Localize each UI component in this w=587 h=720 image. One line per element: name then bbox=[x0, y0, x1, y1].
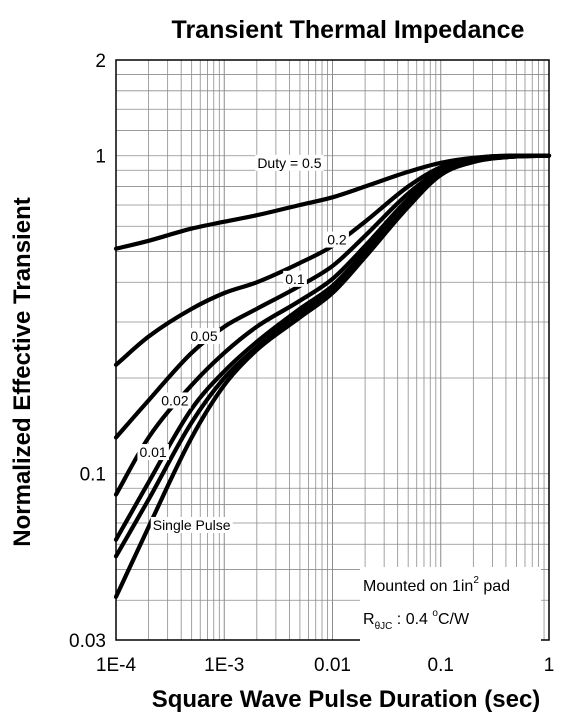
thermal-resistance-value: : 0.4 bbox=[392, 611, 432, 628]
series-label-text: 0.02 bbox=[161, 392, 188, 408]
series-label-bg bbox=[255, 154, 324, 171]
y-tick-labels: 0.03 0.1 1 2 bbox=[69, 51, 106, 652]
plot-frame bbox=[115, 59, 550, 641]
series-label-5: 0.01 bbox=[137, 444, 169, 461]
series-label-text: 0.05 bbox=[190, 328, 217, 344]
series-line-6 bbox=[113, 153, 552, 599]
series-label-text: 0.2 bbox=[327, 232, 347, 248]
chart-title: Transient Thermal Impedance bbox=[172, 16, 525, 44]
degree-symbol: o bbox=[432, 608, 438, 619]
series-label-bg bbox=[159, 392, 191, 409]
series-label-3: 0.05 bbox=[188, 328, 220, 345]
mounting-text: Mounted on 1in2 pad bbox=[363, 575, 510, 595]
series-label-text: Duty = 0.5 bbox=[257, 155, 321, 171]
series-label-2: 0.1 bbox=[283, 270, 307, 287]
x-tick-label: 1E-3 bbox=[204, 655, 244, 676]
series-label-0: Duty = 0.5 bbox=[255, 154, 324, 171]
series-label-bg bbox=[283, 270, 307, 287]
series-label-4: 0.02 bbox=[159, 392, 191, 409]
series-lines bbox=[113, 153, 552, 599]
x-tick-labels: 1E-4 1E-3 0.01 0.1 1 bbox=[96, 655, 554, 676]
grid bbox=[116, 60, 549, 640]
x-tick-label: 0.01 bbox=[314, 655, 351, 676]
series-label-1: 0.2 bbox=[325, 231, 349, 248]
series-label-bg bbox=[137, 444, 169, 461]
series-label-6: Single Pulse bbox=[150, 516, 233, 533]
series-label-text: 0.01 bbox=[139, 444, 166, 460]
thermal-resistance-text: RθJC : 0.4 oC/W bbox=[363, 608, 470, 632]
series-label-bg bbox=[150, 516, 233, 533]
y-tick-label: 0.03 bbox=[69, 631, 106, 652]
mounting-text-sup: 2 bbox=[473, 575, 479, 586]
x-tick-label: 1 bbox=[544, 655, 555, 676]
x-tick-label: 0.1 bbox=[428, 655, 454, 676]
series-label-text: Single Pulse bbox=[153, 517, 231, 533]
series-label-text: 0.1 bbox=[285, 271, 305, 287]
mounting-text-suffix: pad bbox=[479, 578, 510, 595]
series-labels: Duty = 0.5 0.2 0.1 0.05 0.02 0.01 Single Pulse bbox=[137, 154, 349, 533]
mounting-text-main: Mounted on 1in bbox=[363, 578, 473, 595]
y-tick-label: 1 bbox=[95, 147, 106, 168]
thermal-resistance-unit: C/W bbox=[438, 611, 470, 628]
y-axis-title: Normalized Effective Transient bbox=[9, 197, 36, 546]
y-tick-label: 0.1 bbox=[80, 465, 106, 486]
x-axis-title: Square Wave Pulse Duration (sec) bbox=[152, 686, 541, 713]
thermal-resistance-subscript: θJC bbox=[375, 621, 393, 632]
mounting-note: Mounted on 1in2 pad RθJC : 0.4 oC/W bbox=[360, 567, 541, 641]
y-tick-label: 2 bbox=[95, 51, 106, 72]
mounting-note-box bbox=[360, 567, 541, 641]
thermal-resistance-symbol: R bbox=[363, 611, 375, 628]
series-label-bg bbox=[325, 231, 349, 248]
x-tick-label: 1E-4 bbox=[96, 655, 137, 676]
series-label-bg bbox=[188, 328, 220, 345]
